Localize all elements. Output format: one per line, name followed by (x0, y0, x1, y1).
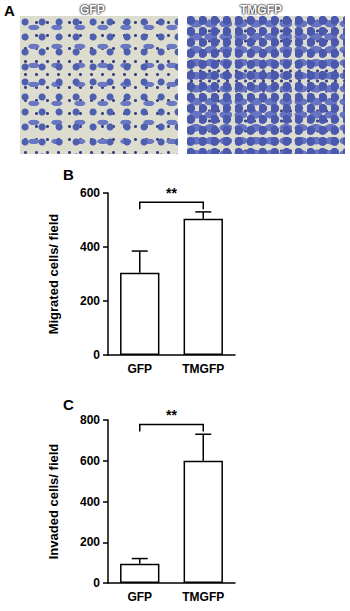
svg-text:GFP: GFP (127, 362, 152, 376)
svg-text:TMGFP: TMGFP (182, 590, 224, 604)
html-text:GFP: GFP (80, 3, 105, 17)
svg-text:600: 600 (80, 454, 100, 468)
svg-text:400: 400 (80, 495, 100, 509)
html-text:A: A (4, 2, 15, 19)
svg-text:600: 600 (80, 186, 100, 200)
svg-text:GFP: GFP (127, 590, 152, 604)
svg-text:800: 800 (80, 413, 100, 427)
svg-text:C: C (63, 396, 74, 413)
svg-text:200: 200 (80, 294, 100, 308)
svg-text:200: 200 (80, 535, 100, 549)
svg-text:0: 0 (93, 348, 100, 362)
html-text:TMGFP: TMGFP (240, 3, 282, 17)
svg-text:**: ** (166, 407, 177, 423)
svg-text:400: 400 (80, 240, 100, 254)
svg-text:TMGFP: TMGFP (182, 362, 224, 376)
svg-text:Invaded cells/ field: Invaded cells/ field (46, 444, 61, 560)
svg-text:**: ** (166, 185, 177, 201)
svg-text:0: 0 (93, 576, 100, 590)
svg-text:B: B (63, 166, 74, 183)
svg-text:Migrated cells/ field: Migrated cells/ field (46, 214, 61, 335)
